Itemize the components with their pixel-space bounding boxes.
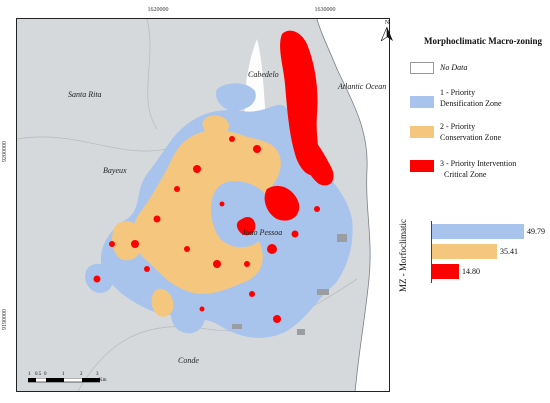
legend-label-critical-2: Critical Zone bbox=[444, 170, 487, 179]
coord-top-2: 1630000 bbox=[314, 7, 336, 13]
chart-axis-title: MZ - Morfoclimatic bbox=[398, 219, 408, 292]
scale-bar-graphic bbox=[27, 377, 101, 383]
legend-label-conservation-1: 2 - Priority bbox=[440, 122, 476, 131]
legend-swatch-densification bbox=[410, 96, 434, 108]
chart-axis-line bbox=[431, 221, 432, 283]
coord-left-1: 9200000 bbox=[2, 141, 8, 162]
bar-2 bbox=[432, 244, 497, 259]
legend-label-critical-1: 3 - Priority Intervention bbox=[440, 159, 517, 168]
north-arrow: N bbox=[380, 20, 394, 44]
label-joao-pessoa: João Pessoa bbox=[242, 228, 283, 237]
zone-densification bbox=[85, 83, 353, 338]
legend-label-no-data: No Data bbox=[440, 63, 468, 72]
legend-swatch-conservation bbox=[410, 126, 434, 138]
coord-left-2: 9190000 bbox=[2, 309, 8, 330]
bar-1 bbox=[432, 224, 524, 239]
label-atlantic-ocean: Atlantic Ocean bbox=[338, 82, 387, 91]
legend-swatch-no-data bbox=[410, 62, 434, 74]
bar-value-label: 49.79 bbox=[527, 227, 545, 236]
urban-gray-patches bbox=[232, 234, 347, 335]
label-conde: Conde bbox=[178, 356, 199, 365]
coord-top-1: 1620000 bbox=[147, 7, 169, 13]
ocean-area bbox=[317, 19, 389, 391]
scale-bar: 1 0.5 0 1 2 3 Km bbox=[27, 372, 107, 385]
scale-unit: Km bbox=[99, 378, 107, 383]
zone-conservation bbox=[112, 115, 281, 317]
label-cabedelo: Cabedelo bbox=[248, 70, 279, 79]
scale-label: 3 bbox=[96, 372, 99, 377]
legend-label-densification-1: 1 - Priority bbox=[440, 88, 476, 97]
scale-label: 0.5 bbox=[35, 372, 42, 377]
scale-label: 2 bbox=[80, 372, 83, 377]
coastline bbox=[316, 19, 371, 391]
legend-label-densification-2: Densification Zone bbox=[440, 99, 502, 108]
bar-value-label: 35.41 bbox=[500, 247, 518, 256]
legend-panel: Morphoclimatic Macro-zoning No Data 1 - … bbox=[398, 18, 550, 392]
bar-value-label: 14.80 bbox=[462, 267, 480, 276]
label-bayeux: Bayeux bbox=[103, 166, 127, 175]
scale-label: 0 bbox=[44, 372, 47, 377]
north-label: N bbox=[384, 20, 390, 26]
north-arrow-icon bbox=[380, 26, 393, 42]
scale-label: 1 bbox=[28, 372, 31, 377]
map-frame bbox=[16, 18, 390, 392]
boundary-line bbox=[146, 19, 158, 130]
legend-label-conservation-2: Conservation Zone bbox=[440, 133, 502, 142]
scale-label: 1 bbox=[62, 372, 65, 377]
zone-critical bbox=[93, 30, 334, 323]
legend-title: Morphoclimatic Macro-zoning bbox=[424, 36, 543, 46]
map-canvas[interactable] bbox=[17, 19, 390, 392]
label-santa-rita: Santa Rita bbox=[68, 90, 102, 99]
legend-swatch-critical bbox=[410, 160, 434, 172]
bar-3 bbox=[432, 264, 459, 279]
